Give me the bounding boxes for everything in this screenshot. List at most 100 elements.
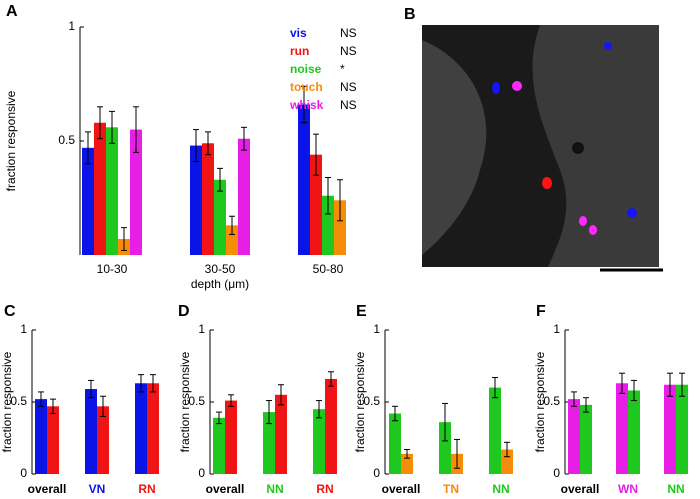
error-bar bbox=[88, 379, 94, 399]
error-bar bbox=[216, 411, 222, 425]
cell bbox=[604, 42, 612, 50]
panel-label: D bbox=[178, 303, 190, 320]
bar bbox=[130, 129, 142, 255]
error-bar bbox=[100, 395, 106, 417]
bar bbox=[322, 195, 334, 255]
image-panel: B bbox=[404, 6, 663, 272]
x-tick-label: overall bbox=[561, 482, 600, 496]
legend-label: whisk bbox=[289, 98, 324, 112]
bar bbox=[35, 399, 47, 474]
bar bbox=[190, 145, 202, 255]
error-bar bbox=[442, 402, 448, 442]
error-bar bbox=[631, 379, 637, 402]
bar bbox=[47, 406, 59, 474]
legend-label: run bbox=[290, 44, 309, 58]
bar bbox=[325, 378, 337, 474]
significance: * bbox=[340, 62, 345, 76]
significance: NS bbox=[340, 44, 357, 58]
bar bbox=[501, 449, 513, 474]
error-bar bbox=[454, 438, 460, 469]
y-tick-label: 1 bbox=[20, 322, 27, 336]
x-tick-label: WN bbox=[618, 482, 638, 496]
y-tick-label: 1 bbox=[198, 322, 205, 336]
x-tick-label: NN bbox=[492, 482, 509, 496]
bar bbox=[664, 384, 676, 474]
tissue bbox=[532, 25, 659, 267]
bar bbox=[94, 122, 106, 255]
y-tick-label: 0 bbox=[373, 466, 380, 480]
bar bbox=[106, 127, 118, 255]
error-bar bbox=[316, 400, 322, 419]
x-tick-label: TN bbox=[443, 482, 459, 496]
panel-label: F bbox=[536, 303, 546, 320]
bar bbox=[298, 104, 310, 256]
error-bar bbox=[301, 85, 307, 124]
bar bbox=[275, 394, 287, 474]
error-bar bbox=[278, 384, 284, 406]
x-tick-label: NN bbox=[667, 482, 684, 496]
error-bar bbox=[229, 215, 235, 235]
y-tick-label: 0.5 bbox=[10, 394, 27, 408]
error-bar bbox=[133, 106, 139, 153]
bar bbox=[225, 400, 237, 474]
significance: NS bbox=[340, 98, 357, 112]
legend-label: touch bbox=[290, 80, 323, 94]
error-bar bbox=[325, 176, 331, 215]
panel-label: B bbox=[404, 6, 416, 23]
panel-label: E bbox=[356, 303, 367, 320]
error-bar bbox=[193, 129, 199, 163]
tissue bbox=[422, 40, 487, 255]
x-tick-label: RN bbox=[138, 482, 155, 496]
y-tick-label: 0 bbox=[198, 466, 205, 480]
error-bar bbox=[228, 394, 234, 407]
bar bbox=[313, 409, 325, 474]
x-tick-label: NN bbox=[266, 482, 283, 496]
cell bbox=[579, 216, 587, 226]
panel-label: C bbox=[4, 303, 16, 320]
y-tick-label: 1 bbox=[373, 322, 380, 336]
error-bar bbox=[313, 133, 319, 176]
bar bbox=[214, 179, 226, 255]
error-bar bbox=[667, 372, 673, 397]
bar bbox=[135, 383, 147, 474]
error-bar bbox=[109, 110, 115, 144]
x-tick-label: overall bbox=[28, 482, 67, 496]
x-tick-label: 50-80 bbox=[313, 262, 344, 276]
error-bar bbox=[217, 167, 223, 192]
error-bar bbox=[138, 374, 144, 393]
bar bbox=[263, 412, 275, 474]
x-tick-label: 30-50 bbox=[205, 262, 236, 276]
error-bar bbox=[241, 126, 247, 151]
y-tick-label: 0.5 bbox=[58, 133, 75, 147]
significance: NS bbox=[340, 80, 357, 94]
bar bbox=[580, 404, 592, 474]
error-bar bbox=[404, 449, 410, 459]
panel-label: A bbox=[6, 3, 18, 20]
x-tick-label: overall bbox=[206, 482, 245, 496]
error-bar bbox=[150, 374, 156, 393]
significance: NS bbox=[340, 26, 357, 40]
error-bar bbox=[121, 227, 127, 251]
error-bar bbox=[328, 371, 334, 387]
y-tick-label: 1 bbox=[553, 322, 560, 336]
y-axis-label: fraction responsive bbox=[4, 90, 18, 191]
y-tick-label: 0.5 bbox=[363, 394, 380, 408]
bar bbox=[401, 453, 413, 474]
error-bar bbox=[85, 131, 91, 165]
bar bbox=[389, 413, 401, 474]
bar bbox=[85, 389, 97, 474]
error-bar bbox=[504, 441, 510, 458]
bar bbox=[147, 383, 159, 474]
bar bbox=[628, 390, 640, 474]
y-tick-label: 1 bbox=[68, 19, 75, 33]
cell bbox=[627, 208, 637, 218]
error-bar bbox=[571, 391, 577, 407]
bar bbox=[334, 200, 346, 255]
cell bbox=[492, 82, 500, 94]
error-bar bbox=[266, 400, 272, 425]
bar bbox=[568, 399, 580, 474]
error-bar bbox=[492, 377, 498, 399]
bar bbox=[238, 138, 250, 255]
bar bbox=[310, 154, 322, 255]
